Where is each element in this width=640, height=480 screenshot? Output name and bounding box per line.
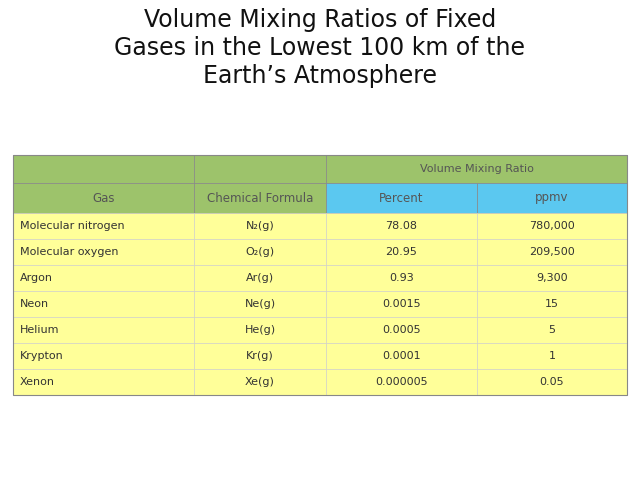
Text: ppmv: ppmv — [535, 192, 569, 204]
Text: 1: 1 — [548, 351, 556, 361]
Bar — [326, 213, 477, 239]
Bar — [13, 183, 194, 213]
Text: 0.000005: 0.000005 — [375, 377, 428, 387]
Bar — [13, 155, 194, 183]
Bar — [194, 239, 326, 265]
Bar — [477, 317, 627, 343]
Bar — [326, 239, 477, 265]
Bar — [326, 155, 627, 183]
Text: 0.0015: 0.0015 — [382, 299, 420, 309]
Bar — [194, 155, 326, 183]
Bar — [477, 239, 627, 265]
Text: N₂(g): N₂(g) — [246, 221, 275, 231]
Bar — [477, 183, 627, 213]
Bar — [13, 369, 194, 395]
Text: O₂(g): O₂(g) — [246, 247, 275, 257]
Bar — [326, 343, 477, 369]
Text: Volume Mixing Ratio: Volume Mixing Ratio — [420, 164, 534, 174]
Text: 0.05: 0.05 — [540, 377, 564, 387]
Bar — [194, 343, 326, 369]
Bar — [13, 291, 194, 317]
Text: Ar(g): Ar(g) — [246, 273, 274, 283]
Bar — [477, 291, 627, 317]
Bar — [194, 291, 326, 317]
Text: Neon: Neon — [20, 299, 49, 309]
Text: Molecular nitrogen: Molecular nitrogen — [20, 221, 124, 231]
Text: 780,000: 780,000 — [529, 221, 575, 231]
Text: 20.95: 20.95 — [385, 247, 417, 257]
Text: Percent: Percent — [379, 192, 424, 204]
Text: Chemical Formula: Chemical Formula — [207, 192, 314, 204]
Bar — [326, 265, 477, 291]
Text: Molecular oxygen: Molecular oxygen — [20, 247, 118, 257]
Bar — [326, 291, 477, 317]
Text: He(g): He(g) — [244, 325, 276, 335]
Text: Xenon: Xenon — [20, 377, 55, 387]
Bar — [13, 317, 194, 343]
Bar — [194, 213, 326, 239]
Bar — [13, 213, 194, 239]
Text: Volume Mixing Ratios of Fixed
Gases in the Lowest 100 km of the
Earth’s Atmosphe: Volume Mixing Ratios of Fixed Gases in t… — [115, 8, 525, 88]
Bar — [13, 239, 194, 265]
Text: Argon: Argon — [20, 273, 52, 283]
Text: 0.0005: 0.0005 — [382, 325, 420, 335]
Bar — [477, 265, 627, 291]
Bar — [194, 265, 326, 291]
Text: Xe(g): Xe(g) — [245, 377, 275, 387]
Bar — [326, 317, 477, 343]
Text: 9,300: 9,300 — [536, 273, 568, 283]
Bar — [13, 265, 194, 291]
Text: Kr(g): Kr(g) — [246, 351, 274, 361]
Bar — [326, 369, 477, 395]
Bar — [194, 183, 326, 213]
Bar — [194, 317, 326, 343]
Text: 15: 15 — [545, 299, 559, 309]
Bar — [477, 369, 627, 395]
Bar — [477, 343, 627, 369]
Text: 5: 5 — [548, 325, 556, 335]
Text: Gas: Gas — [92, 192, 115, 204]
Bar — [13, 343, 194, 369]
Text: 78.08: 78.08 — [385, 221, 417, 231]
Bar — [326, 183, 477, 213]
Bar — [477, 213, 627, 239]
Text: Krypton: Krypton — [20, 351, 63, 361]
Bar — [194, 369, 326, 395]
Text: Helium: Helium — [20, 325, 60, 335]
Text: 0.93: 0.93 — [389, 273, 414, 283]
Text: 0.0001: 0.0001 — [382, 351, 420, 361]
Bar — [13, 155, 627, 395]
Text: Ne(g): Ne(g) — [244, 299, 276, 309]
Text: 209,500: 209,500 — [529, 247, 575, 257]
